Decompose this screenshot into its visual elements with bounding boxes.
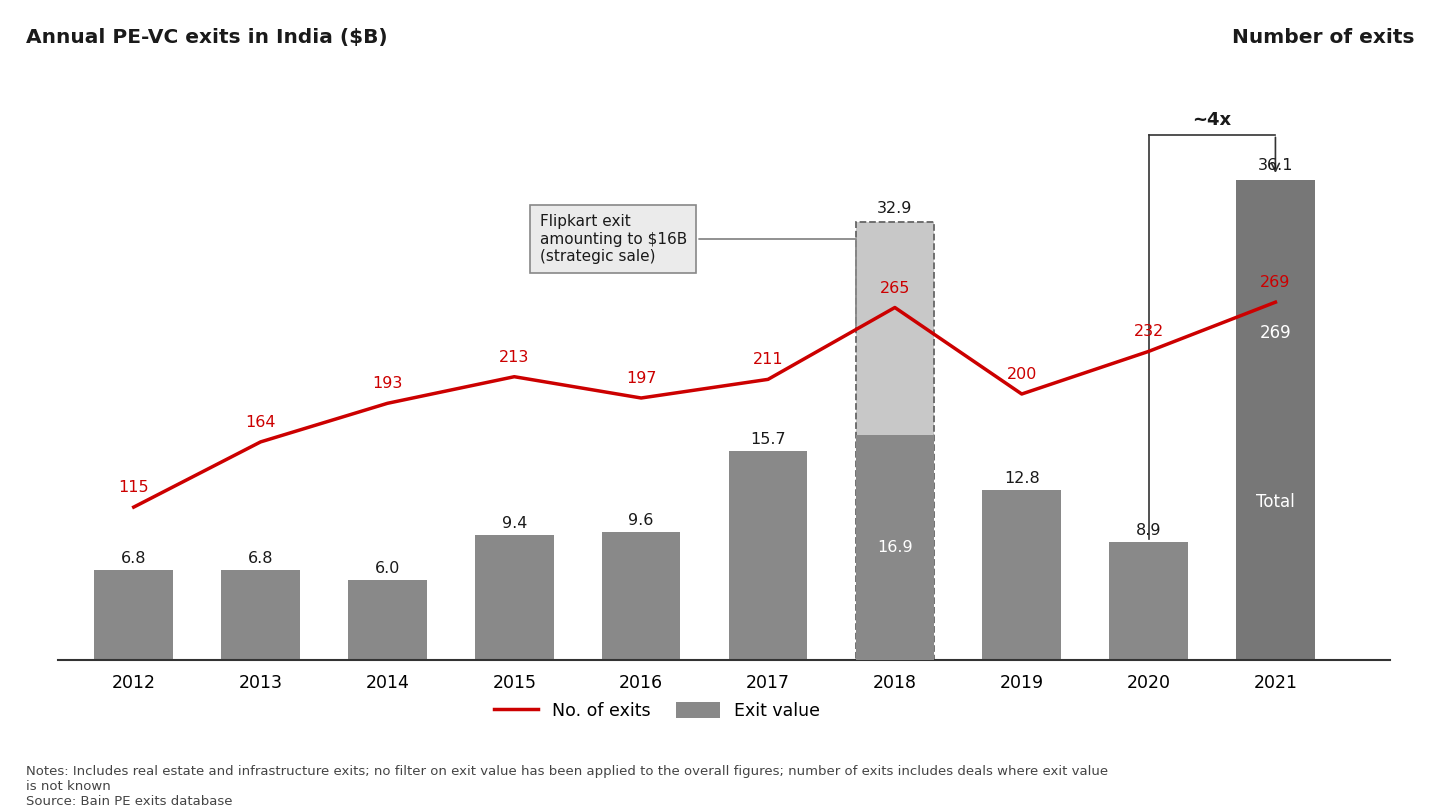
Text: 12.8: 12.8 [1004,471,1040,486]
Bar [348,580,426,660]
Text: Flipkart exit
amounting to $16B
(strategic sale): Flipkart exit amounting to $16B (strateg… [540,215,855,326]
Text: 6.8: 6.8 [248,551,274,565]
Text: 9.6: 9.6 [628,514,654,528]
Bar [1109,542,1188,660]
Text: 32.9: 32.9 [877,201,913,215]
Text: 265: 265 [880,280,910,296]
Text: ~4x: ~4x [1192,111,1231,130]
Text: 16.9: 16.9 [877,540,913,555]
Bar [855,435,935,660]
Text: 232: 232 [1133,325,1164,339]
Bar [855,223,935,660]
Text: Number of exits: Number of exits [1231,28,1414,47]
Bar [1236,180,1315,660]
Text: 36.1: 36.1 [1257,158,1293,173]
Text: 8.9: 8.9 [1136,522,1161,538]
Text: 200: 200 [1007,367,1037,382]
Text: 213: 213 [500,350,530,364]
Text: 164: 164 [245,415,276,430]
Text: 197: 197 [626,371,657,386]
Text: Total: Total [1256,492,1295,510]
Legend: No. of exits, Exit value: No. of exits, Exit value [487,695,827,727]
Text: 269: 269 [1260,325,1292,343]
Text: 115: 115 [118,480,148,495]
Text: 193: 193 [373,377,403,391]
Text: 15.7: 15.7 [750,433,786,447]
Text: Annual PE-VC exits in India ($B): Annual PE-VC exits in India ($B) [26,28,387,47]
Text: 6.0: 6.0 [374,561,400,577]
Bar [475,535,553,660]
Bar [222,569,300,660]
Bar [729,451,808,660]
Bar [602,532,681,660]
Text: 6.8: 6.8 [121,551,147,565]
Text: 269: 269 [1260,275,1290,290]
Bar [95,569,173,660]
Text: 9.4: 9.4 [501,516,527,531]
Text: 211: 211 [753,352,783,368]
Text: Notes: Includes real estate and infrastructure exits; no filter on exit value ha: Notes: Includes real estate and infrastr… [26,765,1107,808]
Bar [982,490,1061,660]
